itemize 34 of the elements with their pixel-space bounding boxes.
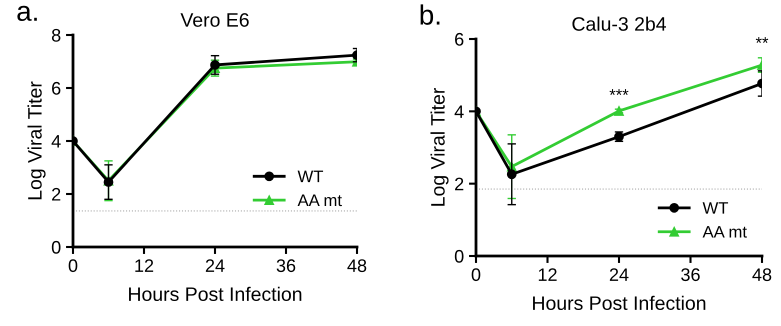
x-tick-label: 0 [68, 259, 78, 272]
y-axis-title: Log Viral Titer [27, 82, 46, 200]
annotation: *** [610, 89, 628, 96]
y-tick-label: 2 [455, 178, 464, 190]
legend-label: WT [702, 202, 728, 214]
text: b. [420, 4, 440, 25]
legend-label: AA mt [702, 226, 747, 238]
x-tick-label: 36 [681, 268, 700, 282]
x-tick-label: 12 [538, 268, 557, 281]
point [614, 106, 624, 116]
legend-label: WT [298, 170, 324, 182]
x-tick-label: 24 [610, 268, 629, 281]
y-tick-label: 2 [52, 188, 60, 201]
chart-title: Vero E6 [180, 13, 249, 27]
y-axis-title: Log Viral Titer [430, 88, 449, 206]
y-tick-label: 0 [454, 250, 464, 263]
x-tick-label: 0 [472, 268, 480, 282]
y-tick-label: 4 [52, 135, 61, 148]
x-tick-label: 24 [206, 259, 225, 272]
y-tick-label: 8 [52, 28, 60, 42]
y-tick-label: 0 [52, 240, 60, 254]
x-tick-label: 12 [135, 259, 154, 272]
annotation: ** [756, 37, 768, 43]
y-tick-label: 4 [454, 105, 464, 118]
chart-title: Calu-3 2b4 [572, 16, 666, 31]
y-tick-label: 6 [52, 82, 60, 95]
text: a. [17, 6, 37, 22]
x-axis-title: Hours Post Infection [129, 286, 302, 302]
legend-label: AA mt [298, 194, 342, 206]
x-tick-label: 36 [276, 259, 296, 272]
y-tick-label: 6 [455, 32, 464, 46]
x-axis-title: Hours Post Infection [533, 296, 706, 310]
x-tick-label: 48 [347, 259, 366, 272]
x-tick-label: 48 [752, 268, 772, 282]
